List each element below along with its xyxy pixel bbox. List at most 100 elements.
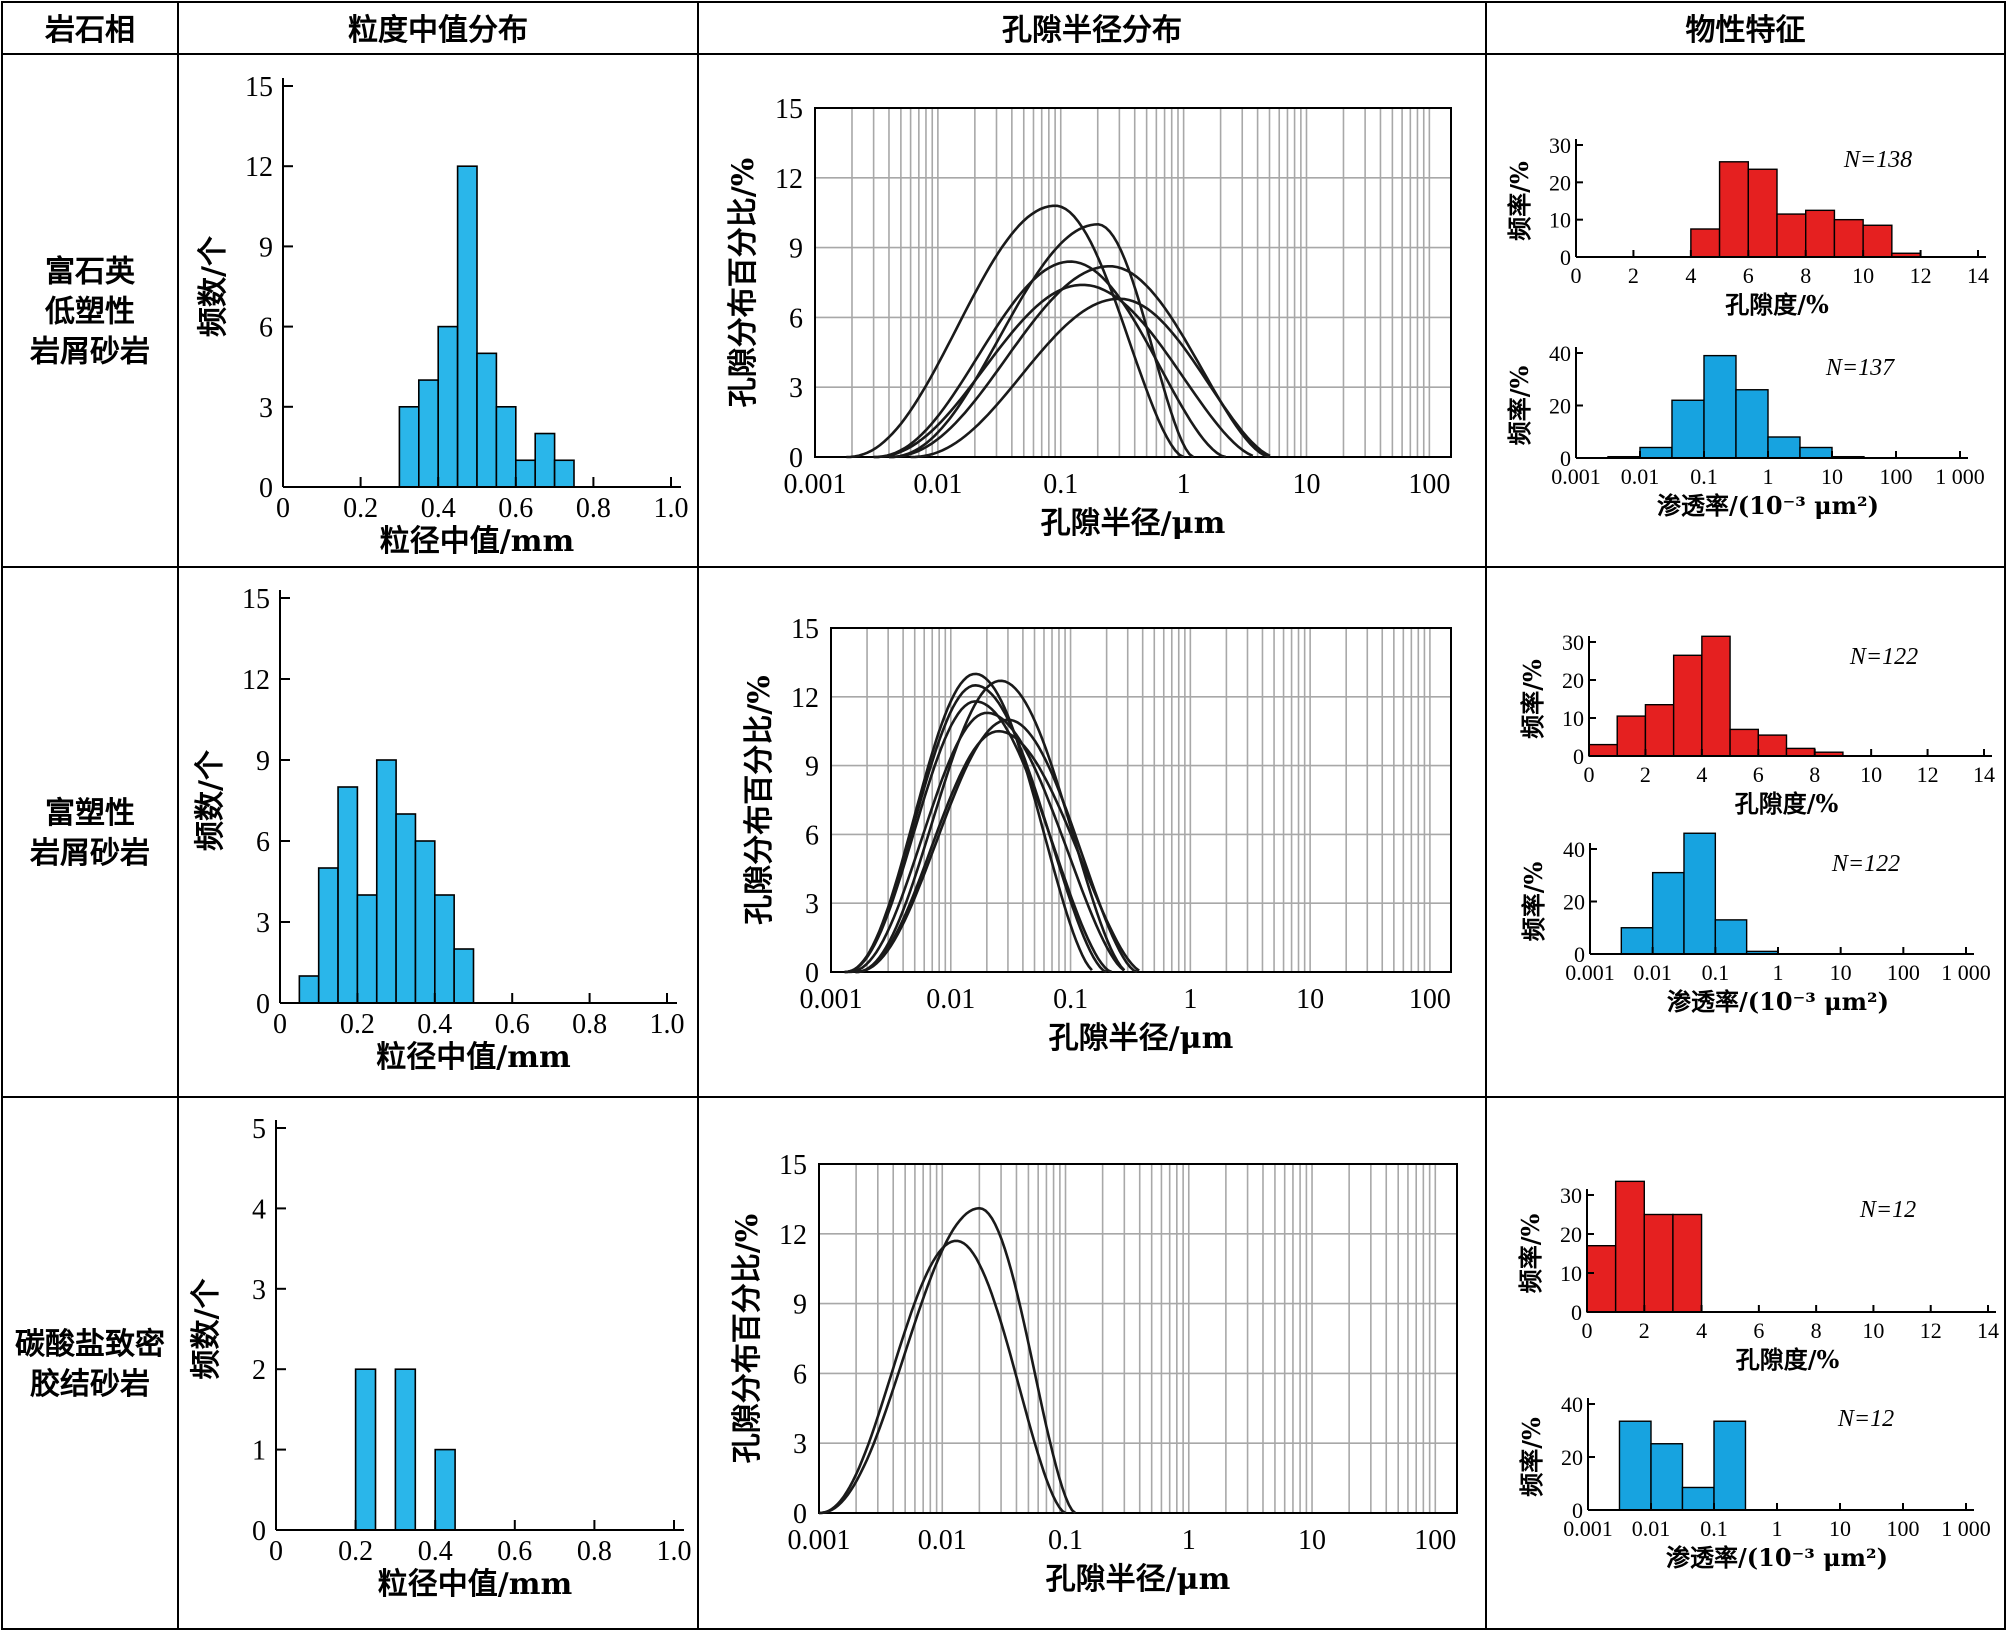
x-tick-label: 2 xyxy=(1639,1318,1650,1343)
x-tick-label: 100 xyxy=(1414,1525,1456,1556)
plot-frame xyxy=(814,107,1452,458)
y-tick-label: 5 xyxy=(252,1114,266,1145)
x-tick-label: 1 000 xyxy=(1941,1516,1991,1541)
x-tick-label: 1 000 xyxy=(1935,464,1985,489)
x-tick-label: 1 xyxy=(1183,984,1197,1015)
x-tick-label: 0.001 xyxy=(1551,464,1601,489)
grain-bar xyxy=(337,786,359,1004)
x-tick-label: 1.0 xyxy=(654,493,689,524)
y-axis-label: 频数/个 xyxy=(196,235,231,337)
x-tick-label: 0.1 xyxy=(1700,1516,1728,1541)
x-tick-label: 10 xyxy=(1862,1318,1884,1343)
permeability-bar xyxy=(1671,399,1705,459)
y-tick-label: 1 xyxy=(252,1436,266,1467)
y-tick-label: 0 xyxy=(1560,245,1571,270)
y-tick-label: 0 xyxy=(256,989,270,1020)
grain-bar xyxy=(534,432,556,488)
y-tick-label: 9 xyxy=(259,232,273,263)
sample-count-label: N=12 xyxy=(1859,1197,1916,1223)
y-tick-label: 0 xyxy=(252,1516,266,1547)
x-tick-label: 0.6 xyxy=(495,1009,530,1040)
x-tick-label: 12 xyxy=(1920,1318,1942,1343)
x-tick-label: 0.01 xyxy=(1621,464,1660,489)
grain-bar xyxy=(553,459,575,488)
y-tick-label: 15 xyxy=(779,1150,807,1181)
porosity-bar xyxy=(1586,1244,1617,1313)
x-tick-label: 4 xyxy=(1685,263,1696,288)
x-tick-label: 0.8 xyxy=(572,1009,607,1040)
porosity-bar xyxy=(1862,224,1893,258)
x-tick-label: 4 xyxy=(1696,1318,1707,1343)
facies-label: 富石英 xyxy=(45,255,136,290)
y-tick-label: 20 xyxy=(1563,890,1585,915)
permeability-bar xyxy=(1683,832,1717,955)
sample-count-label: N=138 xyxy=(1843,147,1912,173)
porosity-histogram: 0 10 20 30 0 2 4 6 8 10 12 14 孔隙度/% 频率/% N=138 xyxy=(1505,133,1989,319)
y-tick-label: 3 xyxy=(252,1275,266,1306)
grain-size-chart: 0 1 2 3 4 5 0 0.2 0.4 0.6 0.8 1.0 粒径中值/mm 频数/个 xyxy=(189,1114,692,1602)
y-tick-label: 30 xyxy=(1549,133,1571,158)
x-tick-label: 0.01 xyxy=(1633,960,1672,985)
y-axis-label: 孔隙分布百分比/% xyxy=(726,158,761,407)
x-tick-label: 0 xyxy=(269,1536,283,1567)
x-tick-label: 0.2 xyxy=(343,493,378,524)
permeability-bar xyxy=(1651,871,1685,955)
y-axis-label: 频率/% xyxy=(1505,366,1534,446)
header-properties: 物性特征 xyxy=(1686,13,1806,48)
x-tick-label: 0 xyxy=(273,1009,287,1040)
x-axis-label: 粒径中值/mm xyxy=(380,524,575,559)
porosity-bar xyxy=(1701,635,1731,757)
permeability-bar xyxy=(1714,919,1748,955)
pore-curve xyxy=(873,260,1227,459)
y-tick-label: 3 xyxy=(259,393,273,424)
x-tick-label: 12 xyxy=(1917,762,1939,787)
y-tick-label: 3 xyxy=(256,908,270,939)
grain-bar xyxy=(417,379,439,488)
x-tick-label: 1 xyxy=(1772,1516,1783,1541)
x-tick-label: 10 xyxy=(1821,464,1843,489)
y-tick-label: 12 xyxy=(245,152,273,183)
y-tick-label: 12 xyxy=(775,164,803,195)
y-axis-label: 频率/% xyxy=(1505,161,1534,241)
porosity-histogram: 0 10 20 30 0 2 4 6 8 10 12 14 孔隙度/% 频率/% N=12 xyxy=(1516,1180,1999,1374)
y-tick-label: 20 xyxy=(1549,170,1571,195)
pore-radius-chart: 0 3 6 9 12 15 0.001 0.01 0.1 1 10 100 孔隙半径/μm 孔隙分布百分比… xyxy=(726,94,1452,541)
x-tick-label: 100 xyxy=(1408,469,1450,500)
x-axis-label: 渗透率/(10⁻³ μm²) xyxy=(1667,987,1889,1016)
x-tick-label: 0.6 xyxy=(498,493,533,524)
x-tick-label: 1 xyxy=(1773,960,1784,985)
y-tick-label: 12 xyxy=(791,683,819,714)
x-tick-label: 8 xyxy=(1800,263,1811,288)
x-tick-label: 2 xyxy=(1640,762,1651,787)
porosity-bar xyxy=(1690,228,1721,258)
permeability-bar xyxy=(1650,1443,1684,1511)
x-tick-label: 0.4 xyxy=(421,493,456,524)
pore-curve xyxy=(855,729,1140,974)
porosity-bar xyxy=(1833,218,1864,258)
y-tick-label: 40 xyxy=(1561,1392,1583,1417)
permeability-bar xyxy=(1735,389,1769,459)
x-tick-label: 10 xyxy=(1852,263,1874,288)
y-tick-label: 30 xyxy=(1562,630,1584,655)
x-tick-label: 0.4 xyxy=(417,1009,452,1040)
x-tick-label: 10 xyxy=(1298,1525,1326,1556)
grain-bar xyxy=(437,325,459,488)
x-tick-label: 0.1 xyxy=(1690,464,1718,489)
porosity-bar xyxy=(1805,209,1836,258)
x-tick-label: 0.01 xyxy=(1632,1516,1671,1541)
y-axis-label: 频数/个 xyxy=(189,1278,224,1380)
x-axis-label: 粒径中值/mm xyxy=(378,1567,573,1602)
y-tick-label: 15 xyxy=(775,94,803,125)
pore-curve xyxy=(873,283,1254,459)
y-axis-label: 频率/% xyxy=(1517,1417,1546,1497)
permeability-histogram: 0 20 40 0.001 0.01 0.1 1 10 100 1 000 渗透率/(10⁻³ μm… xyxy=(1505,341,1985,520)
porosity-bar xyxy=(1729,728,1759,757)
x-tick-label: 100 xyxy=(1409,984,1451,1015)
porosity-bar xyxy=(1588,743,1618,757)
permeability-bar xyxy=(1767,436,1801,459)
x-tick-label: 10 xyxy=(1860,762,1882,787)
y-tick-label: 0 xyxy=(1571,1300,1582,1325)
